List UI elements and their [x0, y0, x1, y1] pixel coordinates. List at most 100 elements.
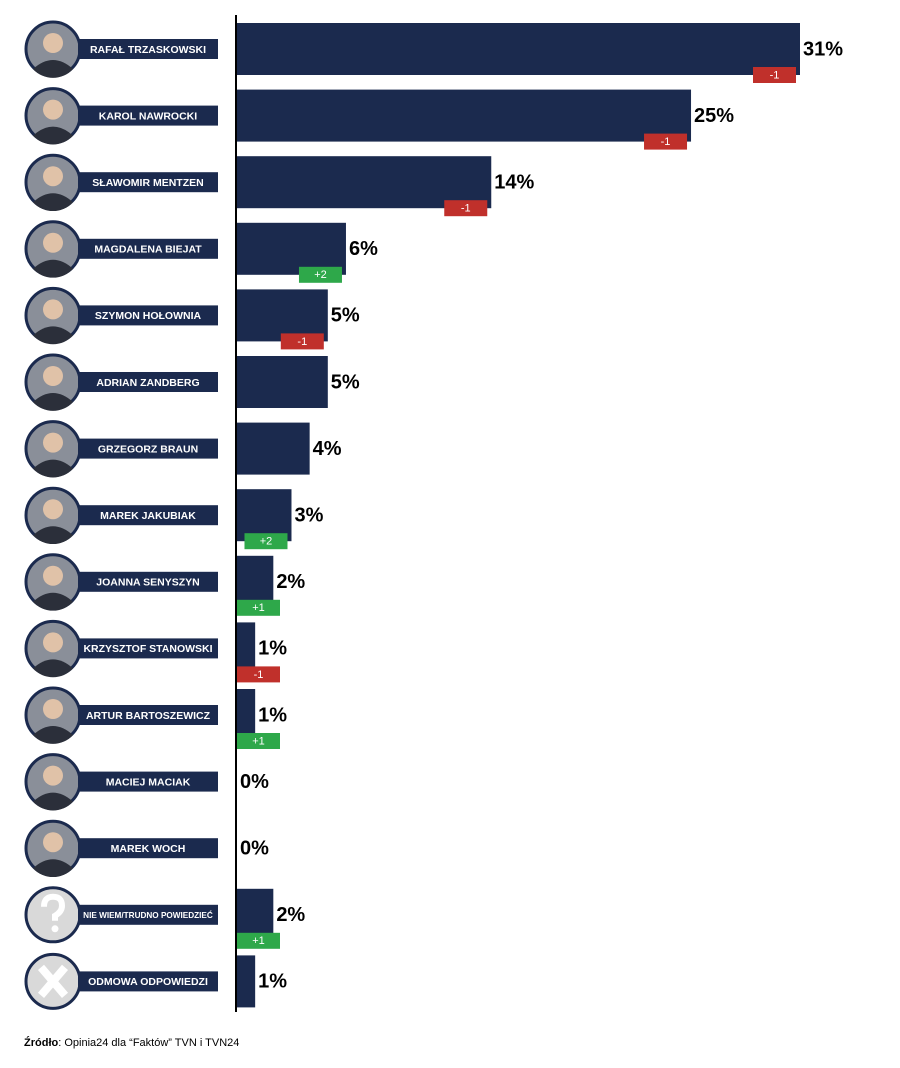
bar [237, 422, 310, 475]
change-badge [237, 733, 280, 749]
change-badge [753, 67, 796, 83]
portrait-body [33, 659, 73, 678]
value-label: 1% [258, 971, 287, 993]
portrait-body [33, 259, 73, 278]
change-badge [444, 200, 488, 217]
name-box [78, 305, 218, 326]
value-label: 3% [294, 504, 323, 526]
category-label: ADRIAN ZANDBERG [96, 377, 199, 389]
bar [237, 222, 346, 275]
change-badge [237, 666, 280, 683]
bar [237, 622, 256, 675]
bar [237, 955, 256, 1008]
x-icon [37, 964, 69, 999]
name-box [78, 438, 218, 459]
name-box [78, 705, 218, 725]
portrait-body [33, 859, 73, 878]
bar [237, 356, 328, 408]
value-label: 1% [258, 638, 287, 660]
bar [237, 23, 800, 75]
category-label: SZYMON HOŁOWNIA [95, 310, 202, 322]
value-label: 6% [349, 238, 378, 260]
change-badge [644, 133, 688, 150]
change-label: +2 [314, 269, 327, 281]
source-label: Źródło [24, 1036, 58, 1049]
question-dot [51, 925, 59, 933]
category-label: KRZYSZTOF STANOWSKI [83, 643, 212, 655]
category-label: NIE WIEM/TRUDNO POWIEDZIEĆ [83, 909, 213, 920]
name-box [78, 105, 218, 126]
category-label: GRZEGORZ BRAUN [98, 443, 198, 455]
portrait-head [43, 99, 63, 120]
portrait-head [43, 33, 63, 53]
change-label: -1 [254, 669, 264, 681]
portrait-body [33, 193, 73, 212]
bar [237, 89, 692, 142]
category-label: RAFAŁ TRZASKOWSKI [90, 44, 206, 56]
value-label: 4% [313, 438, 342, 460]
value-label: 2% [276, 571, 305, 593]
portrait-body [33, 526, 73, 545]
value-label: 0% [240, 837, 269, 859]
name-box [78, 638, 218, 659]
portrait-head [43, 832, 63, 853]
portrait-body [33, 393, 73, 411]
bar [237, 489, 292, 542]
question-icon [41, 893, 66, 921]
category-label: MACIEJ MACIAK [106, 776, 191, 788]
category-label: ODMOWA ODPOWIEDZI [88, 976, 208, 988]
change-label: -1 [770, 69, 780, 81]
value-label: 1% [258, 704, 287, 726]
portrait-head [43, 366, 63, 386]
change-label: -1 [297, 336, 307, 348]
change-label: +1 [252, 935, 265, 947]
category-label: MAGDALENA BIEJAT [94, 244, 202, 256]
change-label: +2 [260, 536, 273, 548]
change-badge [244, 533, 288, 550]
value-label: 2% [276, 904, 305, 926]
name-box [78, 838, 218, 859]
change-badge [237, 599, 280, 616]
category-label: MAREK JAKUBIAK [100, 510, 196, 522]
source-text: : Opinia24 dla “Faktów” TVN i TVN24 [58, 1037, 239, 1049]
category-label: KAROL NAWROCKI [99, 110, 197, 122]
portrait-body [33, 326, 73, 345]
change-badge [280, 333, 324, 350]
change-label: +1 [252, 602, 265, 614]
name-box [78, 571, 218, 592]
category-label: MAREK WOCH [111, 843, 186, 855]
portrait-body [33, 459, 73, 478]
portrait-head [43, 232, 63, 253]
portrait-body [33, 592, 73, 611]
name-box [78, 771, 218, 792]
change-label: -1 [461, 203, 471, 215]
portrait-head [43, 565, 63, 586]
value-label: 5% [331, 305, 360, 327]
category-label: SŁAWOMIR MENTZEN [92, 177, 203, 189]
change-badge [298, 266, 342, 283]
name-box [78, 39, 218, 59]
portrait-head [43, 765, 63, 786]
category-label: ARTUR BARTOSZEWICZ [86, 710, 211, 722]
bar [237, 689, 256, 741]
name-box [78, 505, 218, 526]
bar [237, 888, 274, 941]
portrait-body [33, 60, 73, 78]
value-label: 25% [694, 105, 734, 127]
change-label: -1 [661, 136, 671, 148]
name-box [78, 372, 218, 392]
bar [237, 156, 492, 209]
value-label: 31% [803, 38, 843, 60]
portrait-body [33, 726, 73, 744]
portrait-body [33, 792, 73, 811]
bar [237, 555, 274, 608]
change-badge [237, 932, 280, 949]
value-label: 0% [240, 771, 269, 793]
portrait-head [43, 632, 63, 653]
name-box [78, 904, 218, 925]
bar [237, 289, 328, 342]
portrait-head [43, 299, 63, 320]
portrait-head [43, 499, 63, 520]
category-label: JOANNA SENYSZYN [96, 577, 199, 589]
